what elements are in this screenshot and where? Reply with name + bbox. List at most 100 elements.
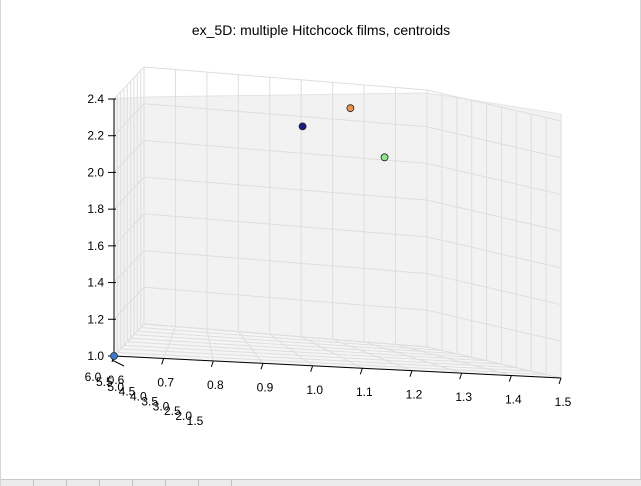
z-tick-label: 1.8 <box>87 202 104 216</box>
x-tick <box>210 360 214 368</box>
y-tick-label: 1.5 <box>187 414 204 428</box>
y-tick-label: 4.5 <box>119 385 136 399</box>
z-grid-line <box>113 176 145 210</box>
z-grid-line <box>426 236 562 269</box>
x-tick-label: 1.4 <box>505 393 522 407</box>
z-tick-label: 1.6 <box>87 239 104 253</box>
data-points <box>110 104 389 360</box>
y-grid-line <box>143 323 428 348</box>
y-grid-line <box>130 337 487 362</box>
y-grid-line <box>127 341 502 365</box>
strip-segment <box>34 480 67 486</box>
y-tick-label: 3.5 <box>141 394 158 408</box>
z-tick-label: 2.4 <box>87 92 104 106</box>
y-grid-line <box>137 330 457 355</box>
x-grid-line <box>269 333 313 367</box>
z-grid-line <box>426 273 562 306</box>
x-tick-label: 1.2 <box>406 388 423 402</box>
x-tick-label: 0.8 <box>207 378 224 392</box>
x-grid-line <box>206 329 214 361</box>
x-tick-label: 0.7 <box>157 375 174 389</box>
x-tick-label: 1.1 <box>356 385 373 399</box>
x-tick <box>409 370 413 377</box>
x-tick <box>558 377 562 385</box>
z-tick-label: 1.0 <box>87 349 104 363</box>
x-tick <box>459 372 463 380</box>
y-tick-label: 3.0 <box>153 399 170 413</box>
z-grid-line <box>426 126 562 159</box>
z-grid-line <box>426 199 562 232</box>
y-tick <box>111 359 125 367</box>
x-grid-line <box>332 338 413 372</box>
status-strip <box>1 479 641 486</box>
axes-panes <box>112 92 562 379</box>
y-grid-line <box>133 334 472 358</box>
x-tick <box>359 368 363 375</box>
strip-segment <box>133 480 166 486</box>
left-pane <box>113 96 145 358</box>
scatter-point <box>380 153 389 162</box>
z-grid-line <box>113 213 145 247</box>
x-grid-line <box>237 331 264 364</box>
z-grid-line <box>143 66 428 91</box>
y-grid-line <box>123 344 517 369</box>
z-grid-line <box>113 250 145 283</box>
y-tick-label: 5.5 <box>96 375 113 389</box>
z-grid-line <box>143 139 428 164</box>
x-grid-line <box>395 343 512 377</box>
z-grid-line <box>143 213 428 238</box>
strip-segment <box>166 480 199 486</box>
scatter-point <box>110 352 118 360</box>
x-grid-line <box>426 346 562 379</box>
y-grid-line <box>120 348 532 372</box>
y-tick-label: 4.0 <box>130 390 147 404</box>
strip-segment <box>67 480 100 486</box>
x-grid-line <box>363 341 462 374</box>
strip-segment <box>199 480 232 486</box>
strip-segment <box>100 480 133 486</box>
z-grid-line <box>143 103 428 128</box>
tick-marks: 2.4 2.2 2.0 1.8 1.6 1.4 1.2 1.0 0.6 0.7 0.8 0.9 1.0 1… <box>85 92 572 428</box>
z-grid-line <box>113 66 145 100</box>
axis-lines <box>113 99 562 379</box>
z-grid-line <box>113 286 145 320</box>
x-tick-label: 1.5 <box>555 395 572 409</box>
z-tick-label: 2.0 <box>87 165 104 179</box>
z-grid-line <box>143 286 428 311</box>
z-grid-line <box>143 176 428 201</box>
y-tick-label: 2.0 <box>175 409 192 423</box>
x-grid-line <box>113 323 145 357</box>
x-tick-label: 1.3 <box>455 390 472 404</box>
x-grid-line <box>163 326 176 359</box>
x-tick-label: 0.9 <box>257 380 274 394</box>
z-grid-line <box>113 103 145 137</box>
z-grid-line <box>426 89 562 122</box>
y-tick-label: 2.5 <box>164 404 181 418</box>
x-tick-label: 1.0 <box>306 383 323 397</box>
x-tick <box>310 365 314 372</box>
strip-segment <box>1 480 34 486</box>
z-grid-line <box>426 162 562 195</box>
x-tick <box>260 363 264 370</box>
z-grid-line <box>426 309 562 342</box>
y-tick-label: 5.0 <box>107 380 124 394</box>
x-grid-line <box>300 336 363 369</box>
scatter-point <box>346 104 355 113</box>
x-tick-label: 0.6 <box>108 373 125 387</box>
back-pane <box>143 92 428 348</box>
x-axis-line <box>113 355 562 379</box>
z-tick-label: 1.2 <box>87 312 104 326</box>
z-grid-line <box>143 250 428 275</box>
y-grid-line <box>140 327 442 351</box>
z-tick-label: 2.2 <box>87 129 104 143</box>
z-grid-line <box>113 140 145 173</box>
y-grid-line <box>117 351 547 376</box>
x-tick <box>508 375 512 382</box>
right-pane <box>426 92 562 379</box>
y-tick-label: 6.0 <box>85 370 102 384</box>
chart-title: ex_5D: multiple Hitchcock films, centroi… <box>192 22 450 38</box>
x-tick <box>161 358 165 365</box>
z-tick-label: 1.4 <box>87 276 104 290</box>
